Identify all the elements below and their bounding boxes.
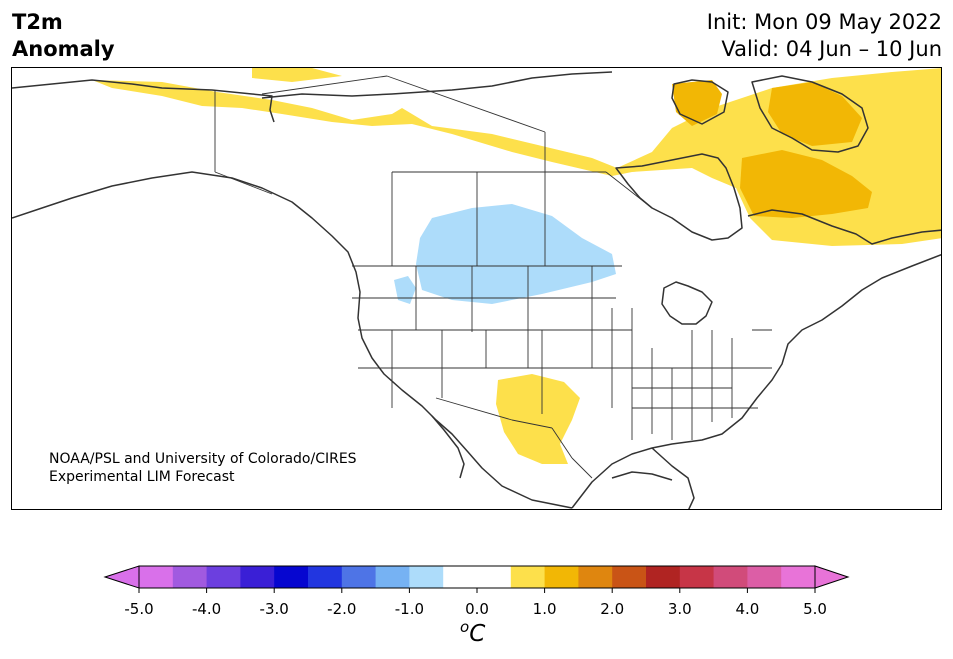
init-date: Init: Mon 09 May 2022 (706, 10, 942, 34)
anomaly-canadian-arctic (92, 68, 941, 246)
colorbar-tick-label: -3.0 (260, 600, 289, 618)
credit-line-1: NOAA/PSL and University of Colorado/CIRE… (49, 451, 357, 467)
colorbar-tick-label: 3.0 (668, 600, 692, 618)
anomaly-shading (92, 68, 941, 464)
map-canvas (12, 68, 941, 509)
anomaly-plains-cool-west (394, 276, 416, 304)
colorbar-bin (747, 566, 782, 588)
colorbar-bin (578, 566, 613, 588)
colorbar-tick-label: 0.0 (465, 600, 489, 618)
colorbar-bin (646, 566, 681, 588)
colorbar-bin (443, 566, 512, 588)
colorbar-bin (139, 566, 174, 588)
credit-text: NOAA/PSL and University of Colorado/CIRE… (49, 450, 357, 486)
unit-superscript: o (460, 618, 470, 636)
colorbar-bin (781, 566, 816, 588)
anomaly-baffin (672, 80, 722, 126)
forecast-dates: Init: Mon 09 May 2022 Valid: 04 Jun – 10… (707, 9, 942, 63)
anomaly-plains-cool (416, 204, 616, 304)
colorbar-bin (409, 566, 444, 588)
title-line-1: T2m (12, 10, 63, 34)
colorbar-bin (544, 566, 579, 588)
political-borders (214, 75, 772, 479)
colorbar-tick-label: -5.0 (124, 600, 153, 618)
anomaly-baffin-east (768, 82, 862, 146)
map-panel[interactable]: NOAA/PSL and University of Colorado/CIRE… (11, 67, 942, 510)
colorbar-bin (308, 566, 343, 588)
unit-base: C (469, 621, 486, 647)
credit-line-2: Experimental LIM Forecast (49, 469, 235, 485)
colorbar-bin (341, 566, 377, 588)
anomaly-quebec (740, 150, 872, 218)
colorbar-bin (274, 566, 309, 588)
colorbar-tick-label: 4.0 (735, 600, 759, 618)
title-line-2: Anomaly (12, 37, 115, 61)
colorbar-bin (510, 566, 546, 588)
colorbar-bin (375, 566, 410, 588)
valid-date: Valid: 04 Jun – 10 Jun (721, 37, 942, 61)
colorbar-tick-label: -2.0 (327, 600, 356, 618)
colorbar-bin (713, 566, 748, 588)
colorbar-bins (139, 566, 816, 588)
colorbar-bin (172, 566, 208, 588)
anomaly-arctic-islands (252, 68, 342, 82)
colorbar-tick-label: 5.0 (803, 600, 827, 618)
colorbar-unit: oC (460, 618, 485, 647)
colorbar-bin (240, 566, 275, 588)
colorbar-ticks: -5.0 -4.0 -3.0 -2.0 -1.0 0.0 1.0 2.0 3.0 4.0 5.0 (124, 588, 827, 618)
colorbar-tick-label: 1.0 (533, 600, 557, 618)
colorbar-bin (206, 566, 241, 588)
colorbar: -5.0 -4.0 -3.0 -2.0 -1.0 0.0 1.0 2.0 3.0 4.0 5.0 (103, 565, 850, 618)
colorbar-bin (679, 566, 715, 588)
coastlines (12, 71, 941, 509)
map-title: T2m Anomaly (12, 9, 115, 63)
colorbar-tick-label: 2.0 (600, 600, 624, 618)
colorbar-extend-low (103, 565, 140, 589)
colorbar-extend-high (814, 565, 850, 589)
colorbar-tick-label: -4.0 (192, 600, 221, 618)
colorbar-bin (612, 566, 647, 588)
colorbar-tick-label: -1.0 (395, 600, 424, 618)
anomaly-texas (496, 374, 580, 464)
